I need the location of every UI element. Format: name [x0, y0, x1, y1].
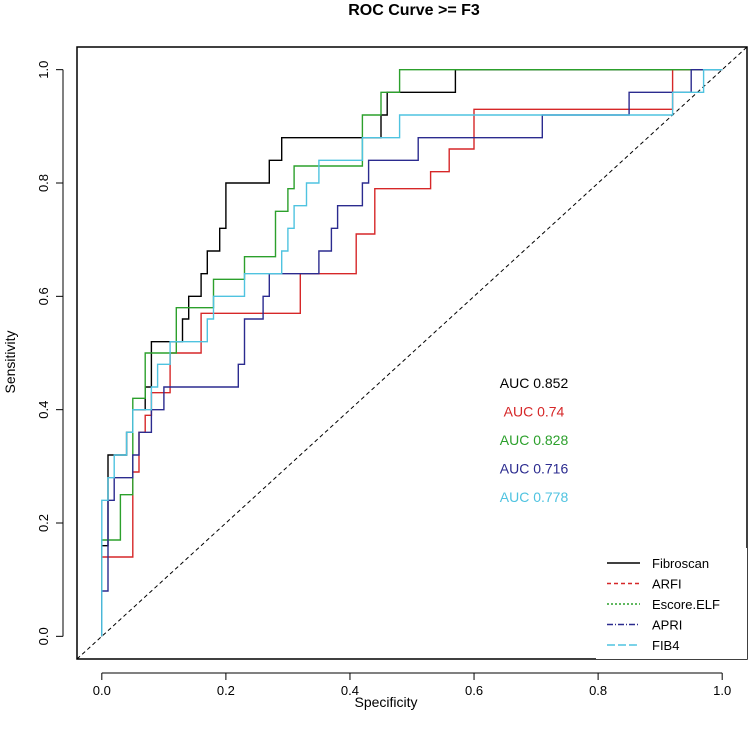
- chart-title: ROC Curve >= F3: [348, 2, 480, 19]
- y-tick-label: 0.6: [36, 287, 51, 305]
- legend-box: [596, 548, 747, 659]
- series-line-fib4: [101, 68, 723, 637]
- legend-label-escore-elf: Escore.ELF: [652, 597, 720, 612]
- x-tick-label: 0.8: [589, 683, 607, 698]
- x-axis: 0.0 0.2 0.4 0.6 0.8 1.0: [93, 672, 731, 698]
- auc-label-escore-elf: AUC 0.828: [500, 432, 569, 448]
- auc-labels: AUC 0.852 AUC 0.74 AUC 0.828 AUC 0.716 AUC 0…: [500, 375, 569, 505]
- reference-diagonal: [76, 46, 748, 660]
- legend: Fibroscan ARFI Escore.ELF APRI FIB4: [596, 548, 747, 659]
- x-tick-label: 0.0: [93, 683, 111, 698]
- legend-label-arfi: ARFI: [652, 577, 682, 592]
- x-tick-label: 0.4: [341, 683, 359, 698]
- auc-label-apri: AUC 0.716: [500, 461, 569, 477]
- legend-label-fib4: FIB4: [652, 638, 679, 653]
- auc-label-fibroscan: AUC 0.852: [500, 375, 569, 391]
- y-tick-label: 1.0: [36, 61, 51, 79]
- auc-label-arfi: AUC 0.74: [504, 404, 565, 420]
- y-tick-label: 0.2: [36, 514, 51, 532]
- legend-label-apri: APRI: [652, 618, 682, 633]
- x-axis-label: Specificity: [354, 694, 417, 710]
- y-tick-label: 0.8: [36, 174, 51, 192]
- legend-label-fibroscan: Fibroscan: [652, 556, 709, 571]
- x-tick-label: 0.2: [217, 683, 235, 698]
- y-axis-label: Sensitivity: [2, 330, 18, 393]
- x-tick-label: 0.6: [465, 683, 483, 698]
- y-axis: 0.0 0.2 0.4 0.6 0.8 1.0: [36, 61, 64, 645]
- series-group: [101, 68, 723, 637]
- x-tick-label: 1.0: [713, 683, 731, 698]
- y-tick-label: 0.0: [36, 627, 51, 645]
- y-tick-label: 0.4: [36, 401, 51, 419]
- auc-label-fib4: AUC 0.778: [500, 489, 569, 505]
- plot-frame: [76, 46, 748, 660]
